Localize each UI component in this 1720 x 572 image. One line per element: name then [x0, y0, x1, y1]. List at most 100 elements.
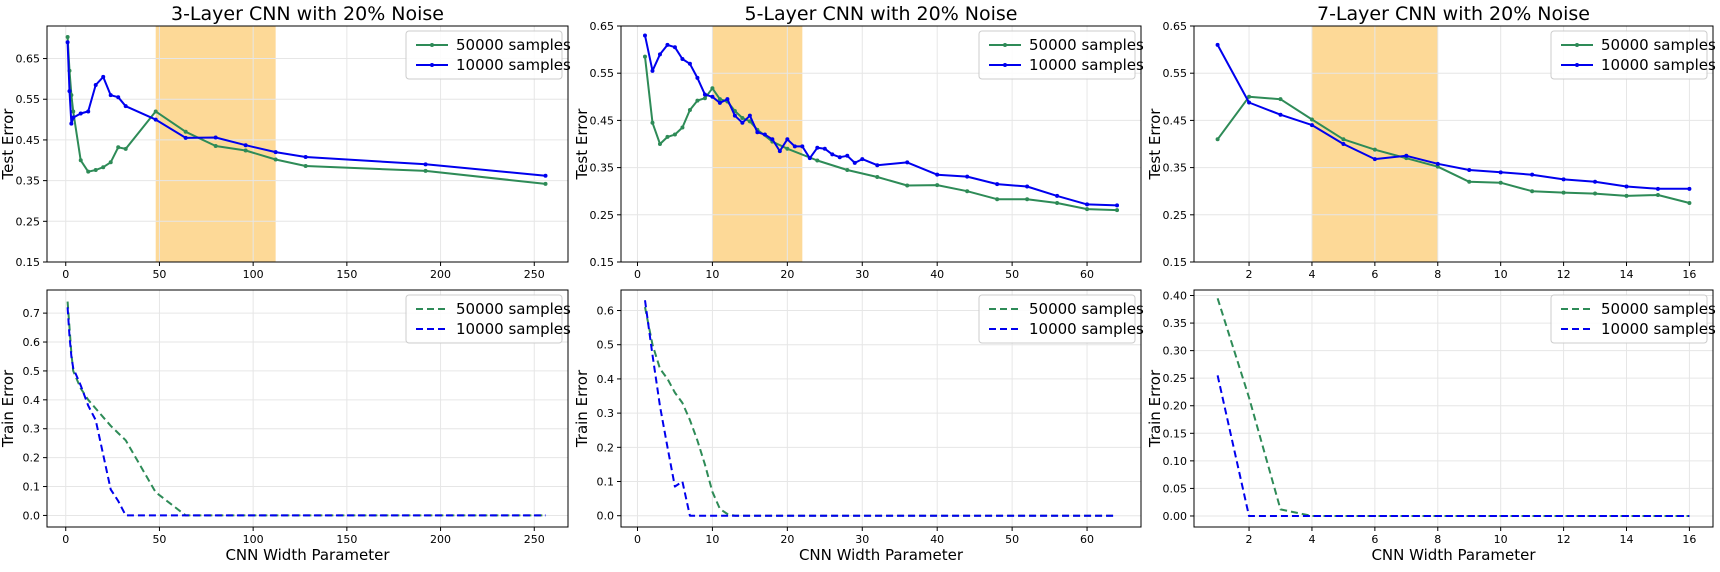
panel-2-series-2-point	[1115, 203, 1120, 208]
panel-6-x-axis-label: CNN Width Parameter	[1371, 546, 1536, 564]
panel-2-series-2-point	[905, 160, 910, 165]
panel-4-y-tick-label: 0.6	[23, 336, 41, 349]
panel-3-legend-marker-2	[1575, 63, 1579, 67]
panel-6-legend-label-2: 10000 samples	[1601, 320, 1716, 338]
panel-2-series-1-point	[1115, 208, 1120, 213]
panel-6-y-tick-label: 0.00	[1163, 510, 1188, 523]
panel-6-x-tick-label: 12	[1557, 533, 1571, 546]
panel-5-x-tick-label: 60	[1080, 533, 1094, 546]
panel-6-x-tick-label: 2	[1246, 533, 1253, 546]
panel-1-series-2-point	[108, 93, 113, 98]
panel-2-series-2-point	[860, 157, 865, 162]
panel-3-y-tick-label: 0.15	[1163, 256, 1188, 269]
panel-3-series-2-point	[1404, 153, 1409, 158]
panel-2-series-1-point	[785, 146, 790, 151]
panel-2-series-2-point	[1055, 193, 1060, 198]
panel-2-series-1-point	[695, 98, 700, 103]
panel-1-series-2-point	[303, 155, 308, 160]
panel-2-series-2-point	[807, 156, 812, 161]
panel-1-series-1-point	[543, 181, 548, 186]
panel-2-series-1-point	[875, 175, 880, 180]
panel-4-y-tick-label: 0.3	[23, 423, 41, 436]
panel-3-series-1-point	[1309, 117, 1314, 122]
panel-2-highlight-band	[712, 26, 803, 262]
panel-6-y-tick-label: 0.10	[1163, 455, 1188, 468]
panel-2-series-2-point	[852, 160, 857, 165]
panel-1-x-tick-label: 250	[524, 268, 545, 281]
panel-2-series-2-point	[672, 45, 677, 50]
panel-3-series-2-point	[1341, 142, 1346, 146]
panel-1-series-1-point	[71, 109, 76, 114]
panel-2-series-2-point	[687, 61, 692, 66]
panel-2-x-tick-label: 0	[634, 268, 641, 281]
panel-5-y-tick-label: 0.2	[597, 441, 615, 454]
panel-1-x-tick-label: 200	[430, 268, 451, 281]
panel-1-series-2-point	[101, 74, 106, 79]
panel-3-series-1-point	[1687, 201, 1692, 205]
panel-6-y-tick-label: 0.15	[1163, 427, 1188, 440]
panel-3: 2 4 6 8 10 12 14 16 0.15 0.25 0.35 0.45 0.55 0.65 7-La…	[1146, 3, 1716, 281]
panel-5-y-tick-label: 0.5	[597, 339, 615, 352]
panel-6-x-tick-label: 14	[1620, 533, 1634, 546]
panel-4-x-tick-label: 150	[336, 533, 357, 546]
panel-2-series-1-point	[650, 120, 655, 125]
panel-3-y-tick-label: 0.25	[1163, 209, 1188, 222]
panel-3-legend	[1550, 30, 1708, 80]
panel-1-x-tick-label: 0	[62, 268, 69, 281]
panel-4-x-tick-label: 200	[430, 533, 451, 546]
panel-3-series-2-point	[1561, 177, 1566, 182]
panel-2-series-1-point	[680, 125, 685, 130]
panel-3-series-1-point	[1247, 94, 1252, 99]
panel-1-series-1-point	[123, 146, 128, 151]
panel-3-series-1-point	[1215, 137, 1220, 142]
panel-3-series-2-point	[1309, 123, 1314, 128]
panel-3-series-1-point	[1372, 147, 1377, 152]
panel-5-x-tick-label: 50	[1005, 533, 1019, 546]
panel-1-x-tick-label: 150	[336, 268, 357, 281]
panel-2-series-1-point	[740, 116, 745, 121]
panel-5-x-tick-label: 30	[855, 533, 869, 546]
panel-6-legend-label-1: 50000 samples	[1601, 300, 1716, 318]
panel-1-legend-marker-1	[430, 43, 434, 47]
panel-3-series-1-point	[1498, 180, 1503, 185]
panel-2-x-tick-label: 50	[1005, 268, 1019, 281]
panel-5-y-tick-label: 0.0	[597, 510, 615, 523]
panel-1-series-1-point	[213, 144, 218, 149]
panel-1-series-2-point	[67, 89, 72, 94]
panel-5-legend-label-1: 50000 samples	[1029, 300, 1144, 318]
panel-2-series-2-point	[762, 132, 767, 137]
panel-2-series-1-point	[642, 54, 647, 59]
panel-3-series-1-point	[1341, 137, 1346, 142]
panel-2-series-2-point	[785, 137, 790, 142]
panel-3-series-1-point	[1467, 179, 1472, 184]
panel-4-y-tick-label: 0.2	[23, 452, 41, 465]
panel-3-y-tick-label: 0.65	[1163, 20, 1188, 33]
panel-2-series-2-point	[755, 130, 760, 135]
panel-2-series-2-point	[1025, 184, 1030, 189]
panel-3-series-2-point	[1215, 42, 1220, 47]
panel-2-series-2-point	[657, 52, 662, 57]
panel-2-series-2-point	[800, 144, 805, 149]
panel-1-series-2-point	[78, 111, 83, 116]
panel-1-y-tick-label: 0.55	[16, 93, 41, 106]
panel-1-series-1-point	[183, 129, 188, 134]
panel-2-series-2-point	[710, 94, 715, 99]
panel-3-x-tick-label: 2	[1246, 268, 1253, 281]
panel-5-series-2-line	[644, 300, 1117, 517]
panel-2-y-tick-label: 0.25	[590, 209, 615, 222]
panel-4-y-tick-label: 0.5	[23, 365, 41, 378]
panel-1-series-1-point	[65, 34, 70, 39]
panel-2-y-tick-label: 0.55	[590, 67, 615, 80]
panel-6-y-tick-label: 0.30	[1163, 345, 1188, 358]
panel-2-y-tick-label: 0.35	[590, 162, 615, 175]
panel-1-y-tick-label: 0.25	[16, 215, 41, 228]
panel-2-series-2-point	[695, 75, 700, 80]
panel-4-x-tick-label: 0	[62, 533, 69, 546]
panel-2-series-2-point	[965, 174, 970, 179]
panel-1-series-1-point	[153, 109, 158, 114]
panel-6-series-2-line	[1216, 375, 1690, 517]
panel-4-x-tick-label: 50	[152, 533, 166, 546]
panel-2-series-1-point	[657, 142, 662, 146]
panel-3-series-1-point	[1530, 189, 1535, 194]
